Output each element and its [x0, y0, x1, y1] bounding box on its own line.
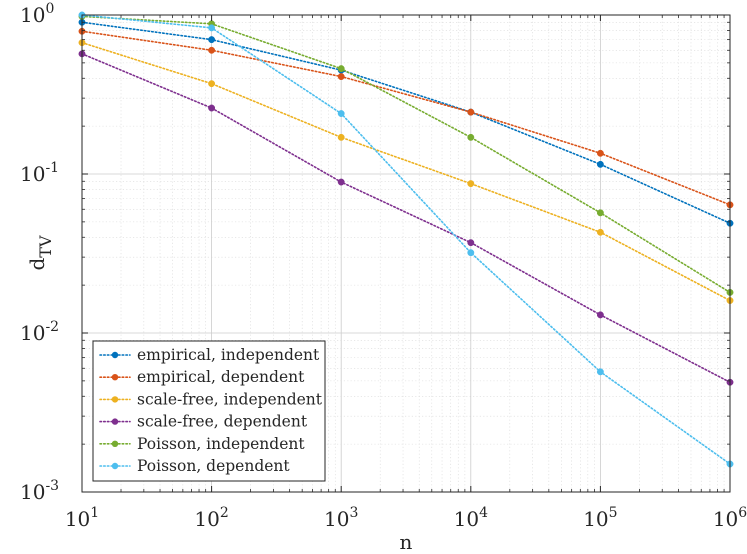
y-tick-exponent: -2 [45, 319, 59, 335]
legend-label: empirical, dependent [137, 368, 305, 386]
legend-swatch-marker [111, 440, 119, 447]
legend-swatch-marker [111, 374, 119, 381]
y-tick-exponent: -1 [45, 160, 59, 176]
legend-swatch-marker [111, 351, 119, 359]
data-point-s5-3 [337, 65, 345, 73]
series-layer [78, 11, 734, 468]
data-point-s3-2 [208, 80, 216, 88]
x-tick-base: 10 [65, 507, 90, 531]
data-point-s1-2 [208, 36, 216, 44]
legend-swatch-marker [111, 462, 119, 470]
x-axis-label: n [400, 530, 413, 554]
data-point-s6-3 [337, 110, 345, 117]
data-point-s5-5 [596, 209, 604, 217]
data-point-s4-5 [596, 311, 604, 319]
legend: empirical, independent empirical, depende… [92, 340, 326, 482]
y-tick-label: 10-3 [20, 478, 59, 504]
x-tick-base: 10 [583, 507, 608, 531]
data-point-s4-3 [337, 178, 345, 186]
x-tick-label: 101 [65, 505, 99, 531]
x-tick-base: 10 [454, 507, 479, 531]
data-point-s1-5 [596, 160, 604, 168]
data-point-s4-4 [467, 239, 475, 247]
x-tick-exponent: 2 [220, 505, 229, 521]
x-tick-exponent: 6 [738, 505, 747, 521]
data-point-s6-2 [208, 24, 216, 32]
x-tick-base: 10 [324, 507, 349, 531]
y-axis-label: dTV [25, 235, 55, 270]
data-point-s3-4 [467, 180, 475, 188]
data-point-s2-4 [467, 108, 475, 116]
legend-label: scale-free, dependent [137, 413, 308, 431]
x-tick-exponent: 4 [479, 505, 488, 521]
y-tick-base: 10 [20, 3, 45, 27]
legend-label: scale-free, independent [137, 390, 323, 408]
legend-label: empirical, independent [137, 346, 320, 364]
data-point-s2-2 [208, 46, 216, 54]
x-tick-base: 10 [713, 507, 738, 531]
y-axis-label-main: d [25, 258, 49, 271]
series-line-5 [81, 15, 731, 294]
x-tick-exponent: 3 [349, 505, 358, 521]
y-tick-base: 10 [20, 480, 45, 504]
y-tick-label: 10-2 [20, 319, 59, 345]
x-tick-label: 106 [713, 505, 747, 531]
x-tick-base: 10 [194, 507, 219, 531]
y-tick-label: 10-1 [20, 160, 59, 186]
legend-swatch-marker [111, 418, 119, 425]
y-axis-label-subscript: TV [36, 235, 55, 258]
x-tick-label: 103 [324, 505, 358, 531]
legend-box [92, 340, 326, 482]
x-tick-label: 104 [454, 505, 488, 531]
series-line-6 [81, 14, 731, 465]
y-tick-base: 10 [20, 162, 45, 186]
legend-swatch-marker [111, 396, 119, 403]
plot-frame [81, 14, 731, 493]
data-point-s2-3 [337, 73, 345, 81]
x-tick-exponent: 1 [90, 505, 99, 521]
y-tick-label: 100 [20, 1, 54, 27]
legend-label: Poisson, independent [137, 435, 305, 453]
y-tick-exponent: -3 [45, 478, 59, 494]
x-tick-exponent: 5 [609, 505, 618, 521]
series-line-2 [81, 30, 731, 206]
tick-layer [81, 14, 731, 493]
x-tick-label: 105 [583, 505, 617, 531]
data-point-s6-4 [467, 249, 475, 257]
x-tick-label: 102 [194, 505, 228, 531]
data-point-s5-4 [467, 133, 475, 141]
y-tick-base: 10 [20, 321, 45, 345]
data-point-s3-3 [337, 133, 345, 141]
data-point-s3-5 [596, 228, 604, 236]
data-point-s6-5 [596, 368, 604, 376]
data-point-s2-5 [596, 149, 604, 157]
series-line-1 [81, 21, 731, 225]
data-point-s4-2 [208, 104, 216, 112]
y-tick-exponent: 0 [45, 1, 54, 17]
x-tick-labels: 101 102 103 104 105 106 [65, 505, 747, 531]
legend-label: Poisson, dependent [137, 457, 290, 475]
series-line-3 [81, 41, 731, 302]
